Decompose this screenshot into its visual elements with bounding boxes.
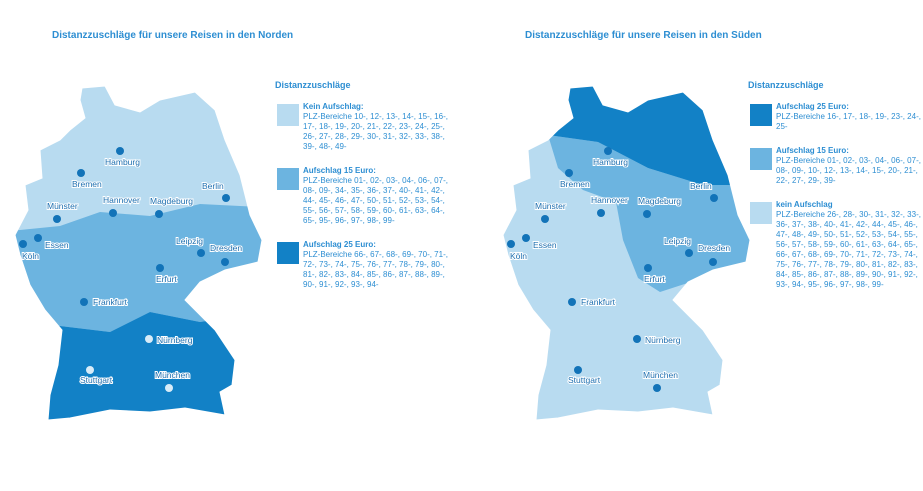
city-dot bbox=[633, 335, 641, 343]
city-label: Bremen bbox=[72, 179, 102, 189]
city-label: Erfurt bbox=[644, 274, 665, 284]
city-label: Dresden bbox=[210, 243, 242, 253]
legend: Distanzzuschläge Kein Aufschlag: PLZ-Berei… bbox=[275, 80, 450, 304]
city-label: Magdeburg bbox=[150, 196, 193, 206]
city-dot bbox=[604, 147, 612, 155]
city-dot bbox=[653, 384, 661, 392]
city-dot bbox=[685, 249, 693, 257]
city-label: Hamburg bbox=[105, 157, 140, 167]
legend-text: PLZ-Bereiche 10-, 12-, 13-, 14-, 15-, 16… bbox=[303, 112, 448, 151]
city-dot bbox=[710, 194, 718, 202]
city-label: Dresden bbox=[698, 243, 730, 253]
legend-title: Distanzzuschläge bbox=[748, 80, 824, 90]
city-dot bbox=[145, 335, 153, 343]
city-label: Magdeburg bbox=[638, 196, 681, 206]
city-label: Münster bbox=[535, 201, 566, 211]
legend-item: Aufschlag 15 Euro: PLZ-Bereiche 01-, 02-,… bbox=[275, 166, 450, 226]
legend-swatch bbox=[277, 168, 299, 190]
city-dot bbox=[222, 194, 230, 202]
legend-heading: Kein Aufschlag: bbox=[303, 102, 364, 111]
city-label: Nürnberg bbox=[157, 335, 193, 345]
city-dot bbox=[522, 234, 530, 242]
legend-item: Aufschlag 25 Euro: PLZ-Bereiche 66-, 67-,… bbox=[275, 240, 450, 290]
city-label: München bbox=[155, 370, 190, 380]
city-label: Leipzig bbox=[664, 236, 691, 246]
city-label: Hannover bbox=[591, 195, 628, 205]
city-dot bbox=[597, 209, 605, 217]
city-label: München bbox=[643, 370, 678, 380]
legend-swatch bbox=[277, 242, 299, 264]
city-dot bbox=[165, 384, 173, 392]
city-dot bbox=[565, 169, 573, 177]
city-label: Bremen bbox=[560, 179, 590, 189]
city-dot bbox=[86, 366, 94, 374]
panel-title: Distanzzuschläge für unsere Reisen in de… bbox=[52, 30, 294, 41]
legend-heading: Aufschlag 15 Euro: bbox=[303, 166, 376, 175]
city-label: Hannover bbox=[103, 195, 140, 205]
city-dot bbox=[19, 240, 27, 248]
panel-title: Distanzzuschläge für unsere Reisen in de… bbox=[525, 30, 762, 41]
city-dot bbox=[116, 147, 124, 155]
legend-swatch bbox=[750, 202, 772, 224]
city-label: Münster bbox=[47, 201, 78, 211]
city-label: Köln bbox=[22, 251, 39, 261]
city-dot bbox=[197, 249, 205, 257]
legend-text: PLZ-Bereiche 16-, 17-, 18-, 19-, 23-, 24… bbox=[776, 112, 921, 131]
city-label: Stuttgart bbox=[80, 375, 113, 385]
legend-text: PLZ-Bereiche 26-, 28-, 30-, 31-, 32-, 33… bbox=[776, 210, 921, 289]
city-dot bbox=[77, 169, 85, 177]
city-label: Essen bbox=[45, 240, 69, 250]
city-dot bbox=[156, 264, 164, 272]
legend-item: kein Aufschlag PLZ-Bereiche 26-, 28-, 30-… bbox=[748, 200, 923, 290]
city-label: Frankfurt bbox=[93, 297, 128, 307]
legend-heading: kein Aufschlag bbox=[776, 200, 833, 209]
legend-swatch bbox=[277, 104, 299, 126]
legend-title: Distanzzuschläge bbox=[275, 80, 351, 90]
legend-item: Aufschlag 25 Euro: PLZ-Bereiche 16-, 17-,… bbox=[748, 102, 923, 132]
city-label: Nürnberg bbox=[645, 335, 681, 345]
city-dot bbox=[221, 258, 229, 266]
city-label: Stuttgart bbox=[568, 375, 601, 385]
city-dot bbox=[709, 258, 717, 266]
legend-heading: Aufschlag 25 Euro: bbox=[303, 240, 376, 249]
city-label: Berlin bbox=[202, 181, 224, 191]
city-dot bbox=[507, 240, 515, 248]
city-label: Frankfurt bbox=[581, 297, 616, 307]
city-label: Leipzig bbox=[176, 236, 203, 246]
city-label: Berlin bbox=[690, 181, 712, 191]
city-dot bbox=[644, 264, 652, 272]
legend-text: PLZ-Bereiche 01-, 02-, 03-, 04-, 06-, 07… bbox=[776, 156, 921, 185]
city-dot bbox=[643, 210, 651, 218]
city-dot bbox=[53, 215, 61, 223]
city-dot bbox=[80, 298, 88, 306]
city-label: Erfurt bbox=[156, 274, 177, 284]
legend-swatch bbox=[750, 104, 772, 126]
city-dot bbox=[155, 210, 163, 218]
legend-text: PLZ-Bereiche 01-, 02-, 03-, 04-, 06-, 07… bbox=[303, 176, 448, 225]
city-label: Essen bbox=[533, 240, 557, 250]
city-dot bbox=[541, 215, 549, 223]
legend-item: Kein Aufschlag: PLZ-Bereiche 10-, 12-, 13… bbox=[275, 102, 450, 152]
zone bbox=[15, 310, 262, 420]
map-north bbox=[14, 85, 263, 421]
legend-swatch bbox=[750, 148, 772, 170]
legend: Distanzzuschläge Aufschlag 25 Euro: PLZ-Be… bbox=[748, 80, 923, 304]
legend-heading: Aufschlag 15 Euro: bbox=[776, 146, 849, 155]
city-label: Köln bbox=[510, 251, 527, 261]
city-dot bbox=[568, 298, 576, 306]
city-dot bbox=[574, 366, 582, 374]
city-dot bbox=[109, 209, 117, 217]
zone bbox=[548, 135, 750, 292]
legend-item: Aufschlag 15 Euro: PLZ-Bereiche 01-, 02-,… bbox=[748, 146, 923, 186]
legend-text: PLZ-Bereiche 66-, 67-, 68-, 69-, 70-, 71… bbox=[303, 250, 448, 289]
legend-heading: Aufschlag 25 Euro: bbox=[776, 102, 849, 111]
city-label: Hamburg bbox=[593, 157, 628, 167]
city-dot bbox=[34, 234, 42, 242]
